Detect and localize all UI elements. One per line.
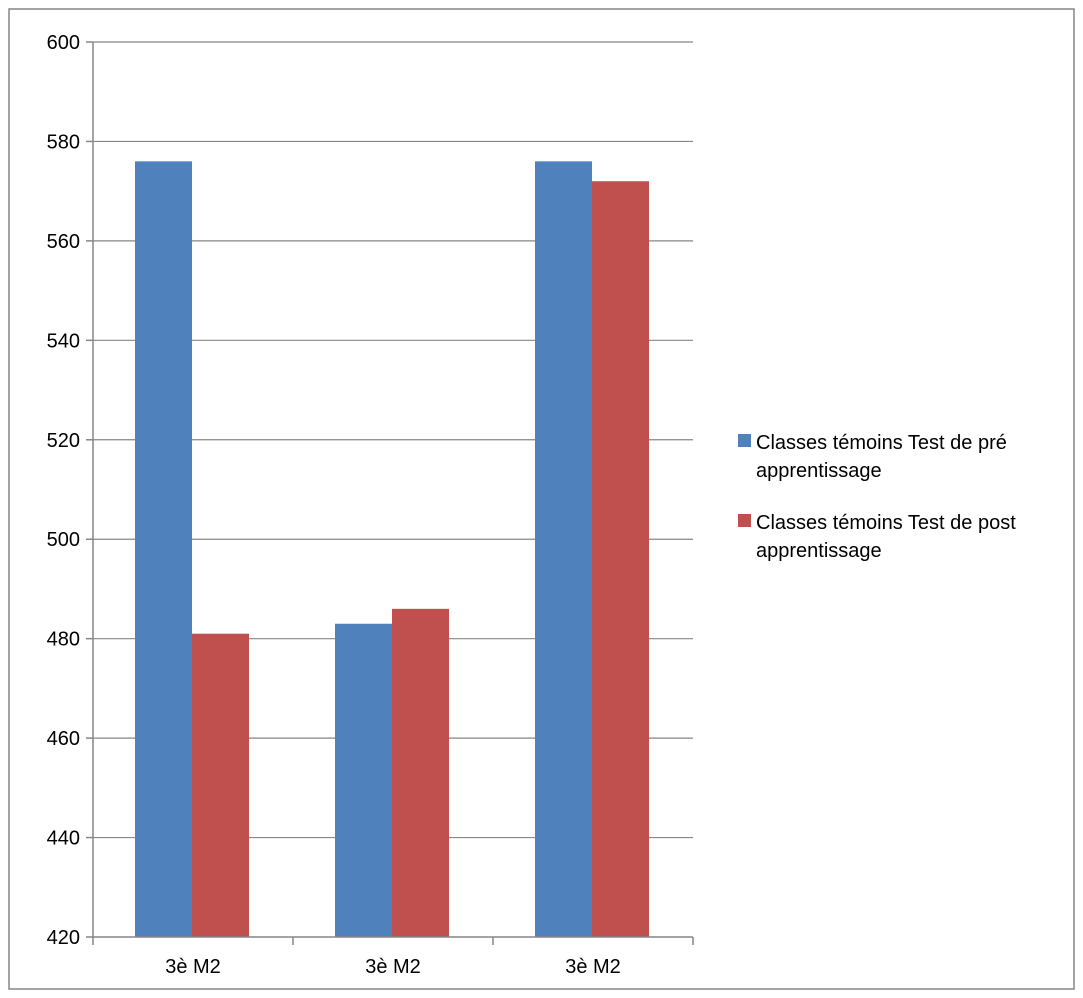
y-tick-label: 500 xyxy=(47,529,80,551)
bar-series1-cat1 xyxy=(135,161,192,938)
bars xyxy=(135,161,649,938)
bar-series2-cat2 xyxy=(392,608,449,937)
y-tick-label: 520 xyxy=(47,430,80,452)
y-tick-label: 420 xyxy=(47,927,80,949)
legend-swatch-2 xyxy=(738,514,751,527)
y-tick-label: 460 xyxy=(47,728,80,750)
y-tick-label: 580 xyxy=(47,131,80,153)
legend-label-2: Classes témoins Test de post xyxy=(756,512,1016,534)
legend-label-2: apprentissage xyxy=(756,540,882,562)
bar-series2-cat3 xyxy=(592,181,649,937)
y-tick-label: 560 xyxy=(47,231,80,253)
y-tick-label: 540 xyxy=(47,330,80,352)
legend-label-1: Classes témoins Test de pré xyxy=(756,432,1007,454)
x-tick-label: 3è M2 xyxy=(565,956,621,978)
bar-series1-cat3 xyxy=(535,161,592,938)
legend: Classes témoins Test de pré apprentissage… xyxy=(738,432,1016,562)
axes xyxy=(92,42,693,938)
bar-series1-cat2 xyxy=(335,623,392,937)
bar-series2-cat1 xyxy=(192,633,249,937)
x-tick-label: 3è M2 xyxy=(365,956,421,978)
x-axis-ticks: 3è M2 3è M2 3è M2 xyxy=(92,937,694,978)
y-tick-label: 480 xyxy=(47,629,80,651)
x-tick-label: 3è M2 xyxy=(165,956,221,978)
y-axis-ticks: 420 440 460 480 500 520 540 560 580 600 xyxy=(47,32,93,949)
y-tick-label: 440 xyxy=(47,828,80,850)
y-tick-label: 600 xyxy=(47,32,80,54)
legend-label-1: apprentissage xyxy=(756,460,882,482)
legend-swatch-1 xyxy=(738,434,751,447)
